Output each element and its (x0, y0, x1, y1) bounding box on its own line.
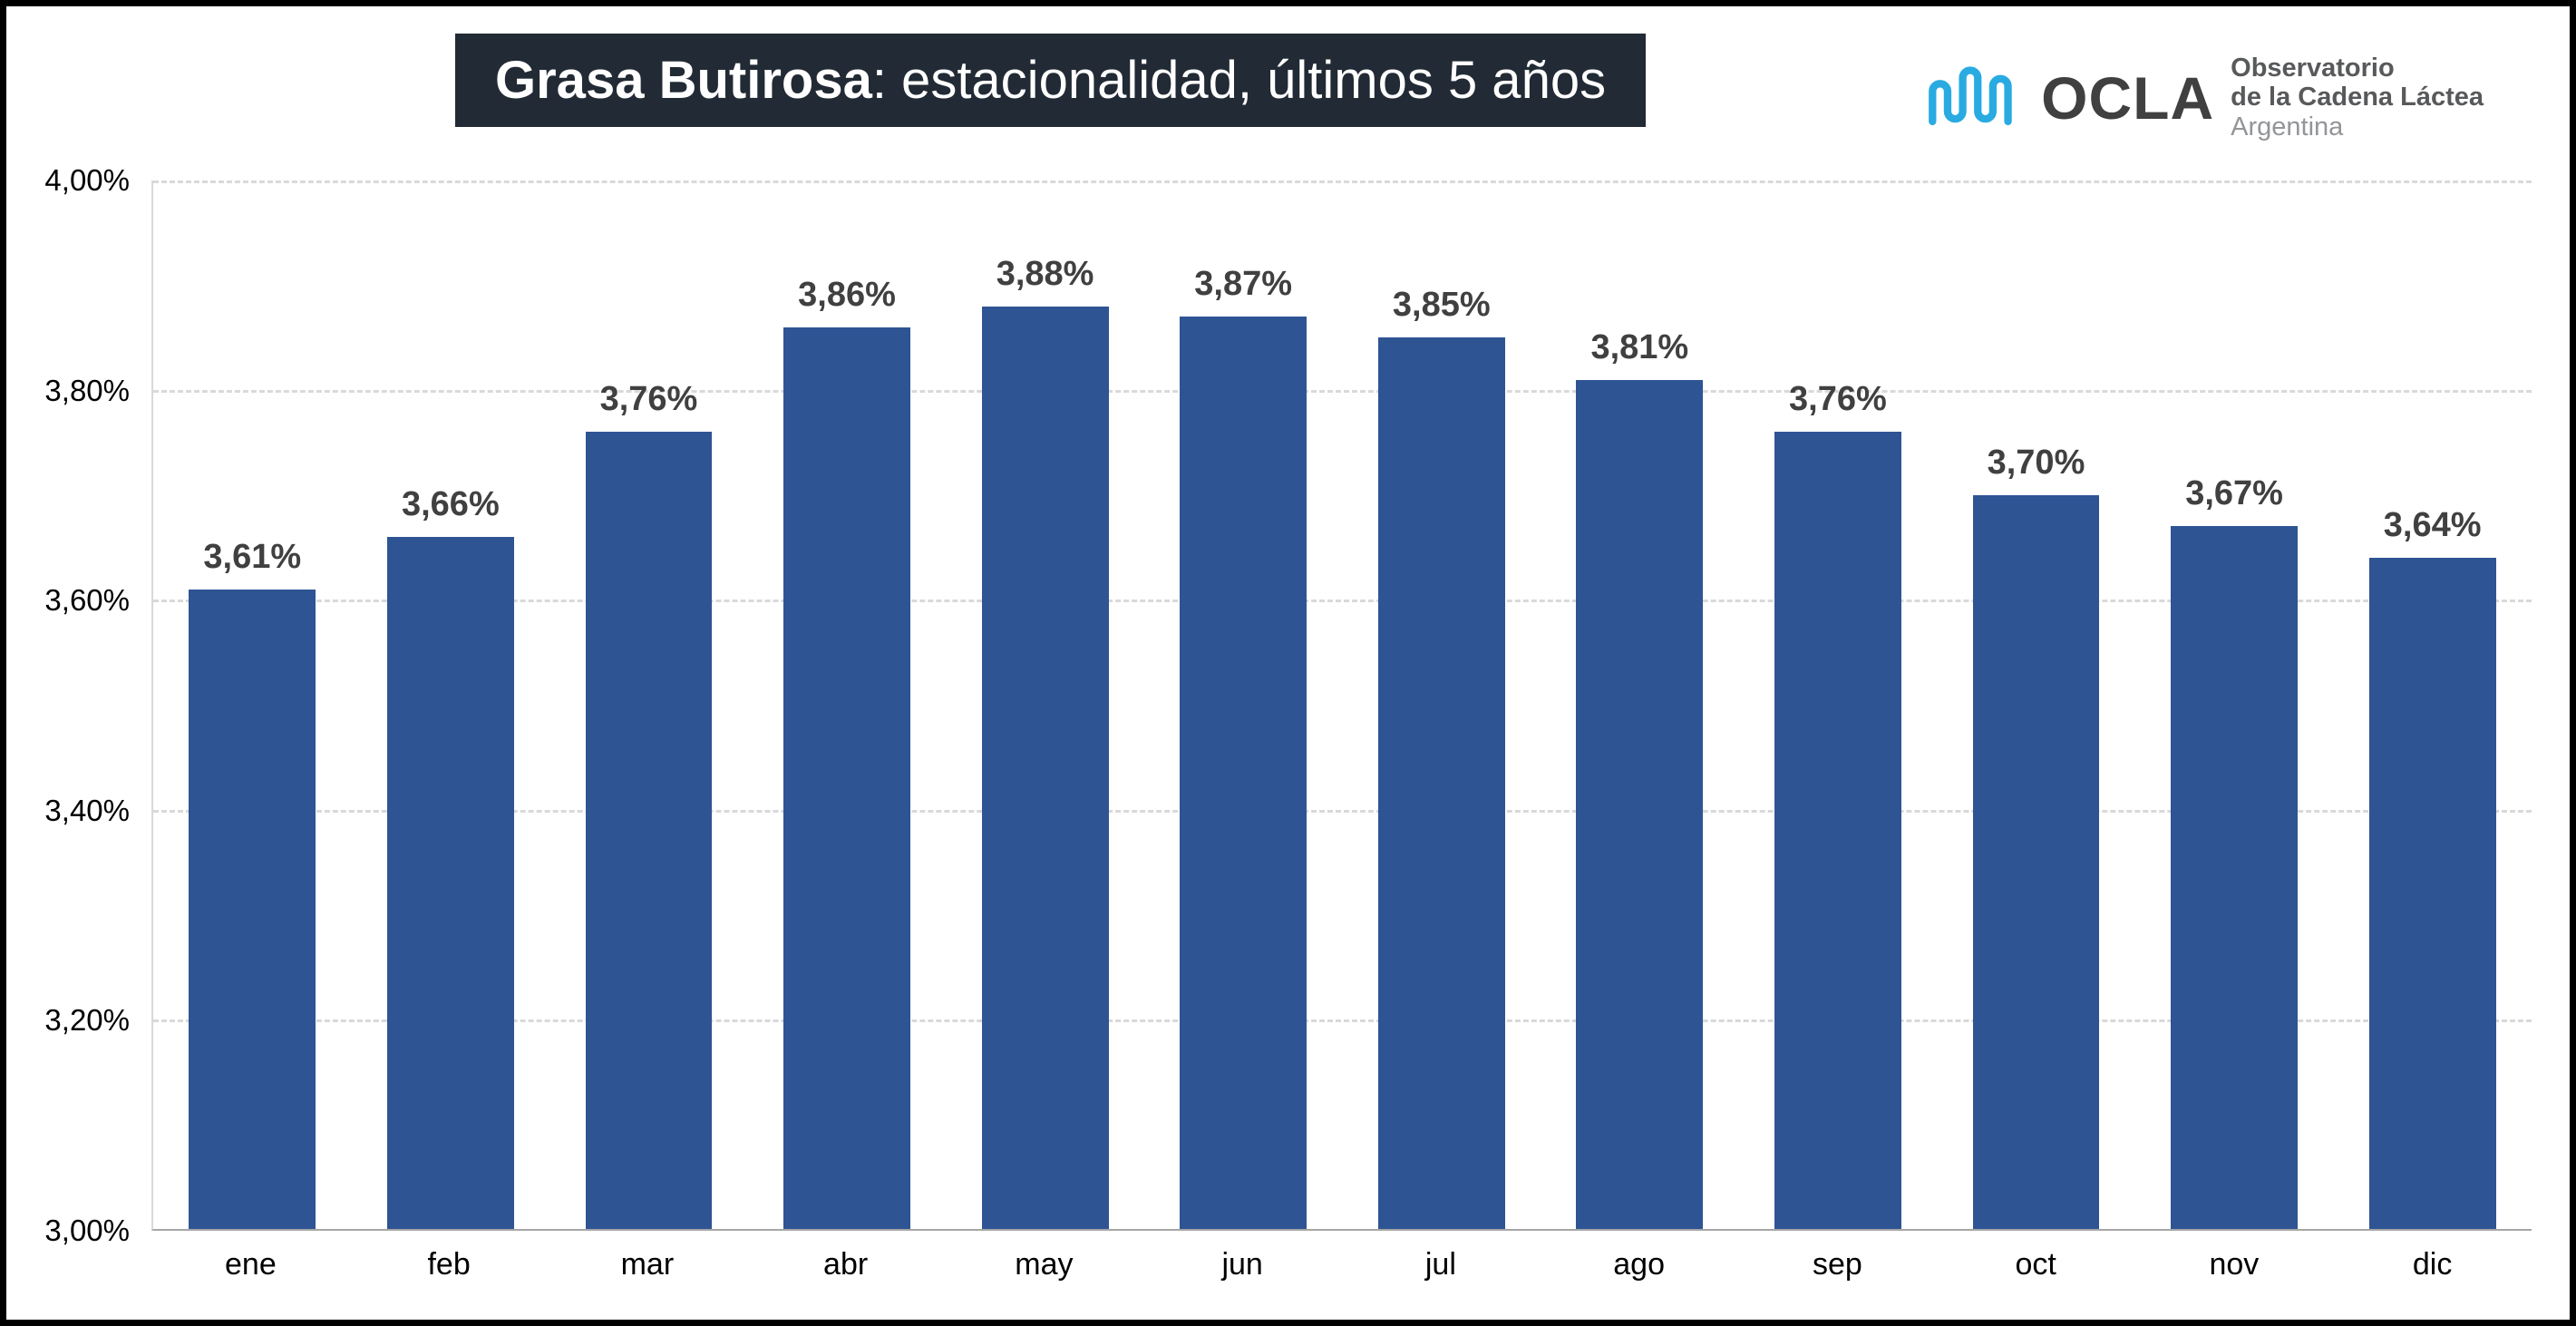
x-category-label: jun (1221, 1247, 1263, 1282)
bar (2171, 526, 2298, 1229)
bar (189, 589, 316, 1229)
logo-line-3: Argentina (2231, 112, 2344, 141)
bar-slot: 3,76% (1739, 180, 1938, 1229)
bar-value-label: 3,85% (1392, 286, 1491, 325)
gridline (153, 1019, 2532, 1022)
x-category-label: nov (2209, 1247, 2260, 1282)
bar-slot: 3,81% (1541, 180, 1739, 1229)
bar (1972, 494, 2100, 1229)
bar-value-label: 3,67% (2185, 474, 2283, 513)
bar (981, 306, 1109, 1229)
bar (585, 432, 713, 1229)
chart-title-bold: Grasa Butirosa (495, 51, 872, 110)
bar-slot: 3,66% (352, 180, 550, 1229)
y-tick-label: 4,00% (44, 163, 130, 197)
logo-acronym: OCLA (2041, 63, 2215, 132)
x-category-label: oct (2015, 1247, 2056, 1282)
bar (1576, 379, 1704, 1229)
bar (1377, 337, 1505, 1229)
y-tick-label: 3,40% (44, 793, 130, 827)
bar (2368, 558, 2496, 1229)
y-tick-label: 3,60% (44, 583, 130, 618)
bar-value-label: 3,86% (798, 275, 896, 314)
bar-slot: 3,88% (946, 180, 1144, 1229)
x-category-label: ago (1613, 1247, 1665, 1282)
bar (1180, 317, 1307, 1229)
x-category-label: mar (620, 1247, 675, 1282)
gridline (153, 809, 2532, 813)
bar-slot: 3,70% (1937, 180, 2135, 1229)
y-tick-label: 3,00% (44, 1214, 130, 1247)
bars-row: 3,61% 3,66% 3,76% 3,86% 3,88% 3,87% 3,85% 3,81%… (153, 180, 2532, 1229)
x-category-label: jul (1424, 1247, 1456, 1282)
logo-text: Observatorio de la Cadena Láctea Argenti… (2231, 54, 2484, 141)
y-axis-tick-labels: 3,00% 3,20% 3,40% 3,60% 3,80% 4,00% (6, 163, 142, 1247)
bar-value-label: 3,66% (401, 485, 500, 524)
bar-value-label: 3,76% (1789, 380, 1887, 419)
gridline (153, 180, 2532, 183)
logo-line-1: Observatorio (2231, 54, 2395, 83)
bar-slot: 3,85% (1342, 180, 1541, 1229)
x-category-label: dic (2412, 1247, 2453, 1282)
x-category-label: may (1015, 1247, 1074, 1282)
bar-value-label: 3,64% (2383, 506, 2482, 545)
chart-title-rest: : estacionalidad, últimos 5 años (871, 51, 1607, 110)
logo-line-2: de la Cadena Láctea (2231, 83, 2484, 112)
bar-slot: 3,76% (549, 180, 748, 1229)
bar-value-label: 3,61% (203, 537, 302, 576)
x-axis-category-labels: ene feb mar abr may jun jul ago sep oct nov dic (151, 1247, 2532, 1282)
bar-slot: 3,86% (748, 180, 947, 1229)
x-category-label: feb (427, 1247, 471, 1282)
x-category-label: abr (823, 1247, 869, 1282)
bar-slot: 3,87% (1144, 180, 1343, 1229)
bar-value-label: 3,70% (1987, 443, 2085, 482)
bar-slot: 3,61% (153, 180, 352, 1229)
bar-slot: 3,67% (2135, 180, 2334, 1229)
gridline (153, 390, 2532, 394)
bar (783, 327, 910, 1229)
gridline (153, 600, 2532, 603)
waveform-icon (1929, 66, 2012, 125)
plot-area: 3,61% 3,66% 3,76% 3,86% 3,88% 3,87% 3,85% 3,81%… (151, 180, 2532, 1231)
bar-value-label: 3,88% (996, 254, 1094, 293)
bar-slot: 3,64% (2333, 180, 2532, 1229)
ocla-logo: OCLA Observatorio de la Cadena Láctea Ar… (1914, 54, 2484, 141)
x-category-label: sep (1812, 1247, 1862, 1282)
bar-value-label: 3,87% (1194, 265, 1293, 304)
bar-value-label: 3,76% (599, 380, 698, 419)
bar (386, 537, 514, 1229)
x-category-label: ene (225, 1247, 277, 1282)
bar (1774, 432, 1901, 1229)
y-tick-label: 3,20% (44, 1003, 130, 1038)
chart-title: Grasa Butirosa: estacionalidad, últimos … (455, 34, 1647, 128)
bar-value-label: 3,81% (1590, 327, 1689, 366)
y-tick-label: 3,80% (44, 373, 130, 407)
